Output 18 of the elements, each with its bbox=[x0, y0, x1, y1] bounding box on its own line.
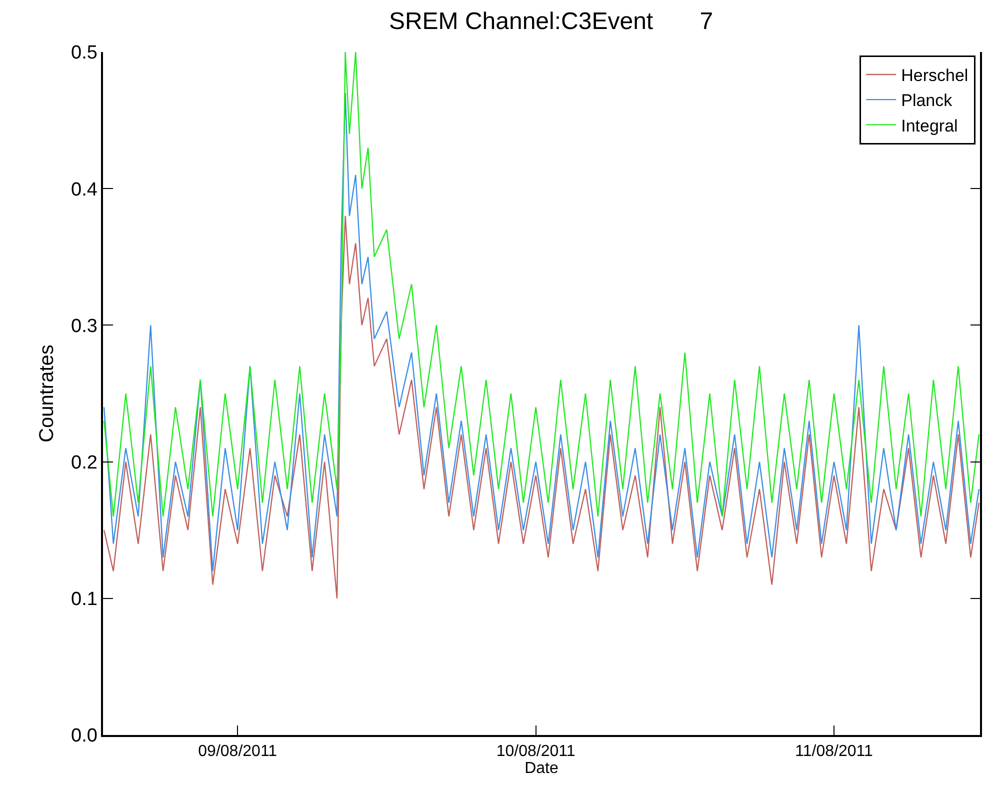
y-tick-label: 0.5 bbox=[71, 42, 98, 64]
y-tick-label: 0.0 bbox=[71, 726, 98, 747]
line-series bbox=[103, 52, 980, 518]
y-axis-title: Countrates bbox=[36, 344, 58, 442]
chart-title: SREM Channel:C3Event 7 bbox=[388, 8, 714, 35]
legend-label: Integral bbox=[901, 116, 958, 136]
line-series bbox=[103, 215, 980, 599]
x-tick-label: 11/08/2011 bbox=[795, 742, 873, 760]
legend-label: Planck bbox=[901, 91, 953, 110]
x-axis-title: Date bbox=[524, 760, 558, 777]
y-tick-label: 0.1 bbox=[71, 589, 98, 610]
y-tick-label: 0.3 bbox=[71, 316, 98, 337]
line-series bbox=[103, 92, 980, 572]
x-tick-label: 10/08/2011 bbox=[496, 742, 576, 760]
x-tick-label: 09/08/2011 bbox=[198, 742, 278, 760]
legend-label: Herschel bbox=[901, 66, 968, 86]
y-tick-label: 0.2 bbox=[71, 452, 98, 474]
y-tick-label: 0.4 bbox=[71, 179, 98, 200]
